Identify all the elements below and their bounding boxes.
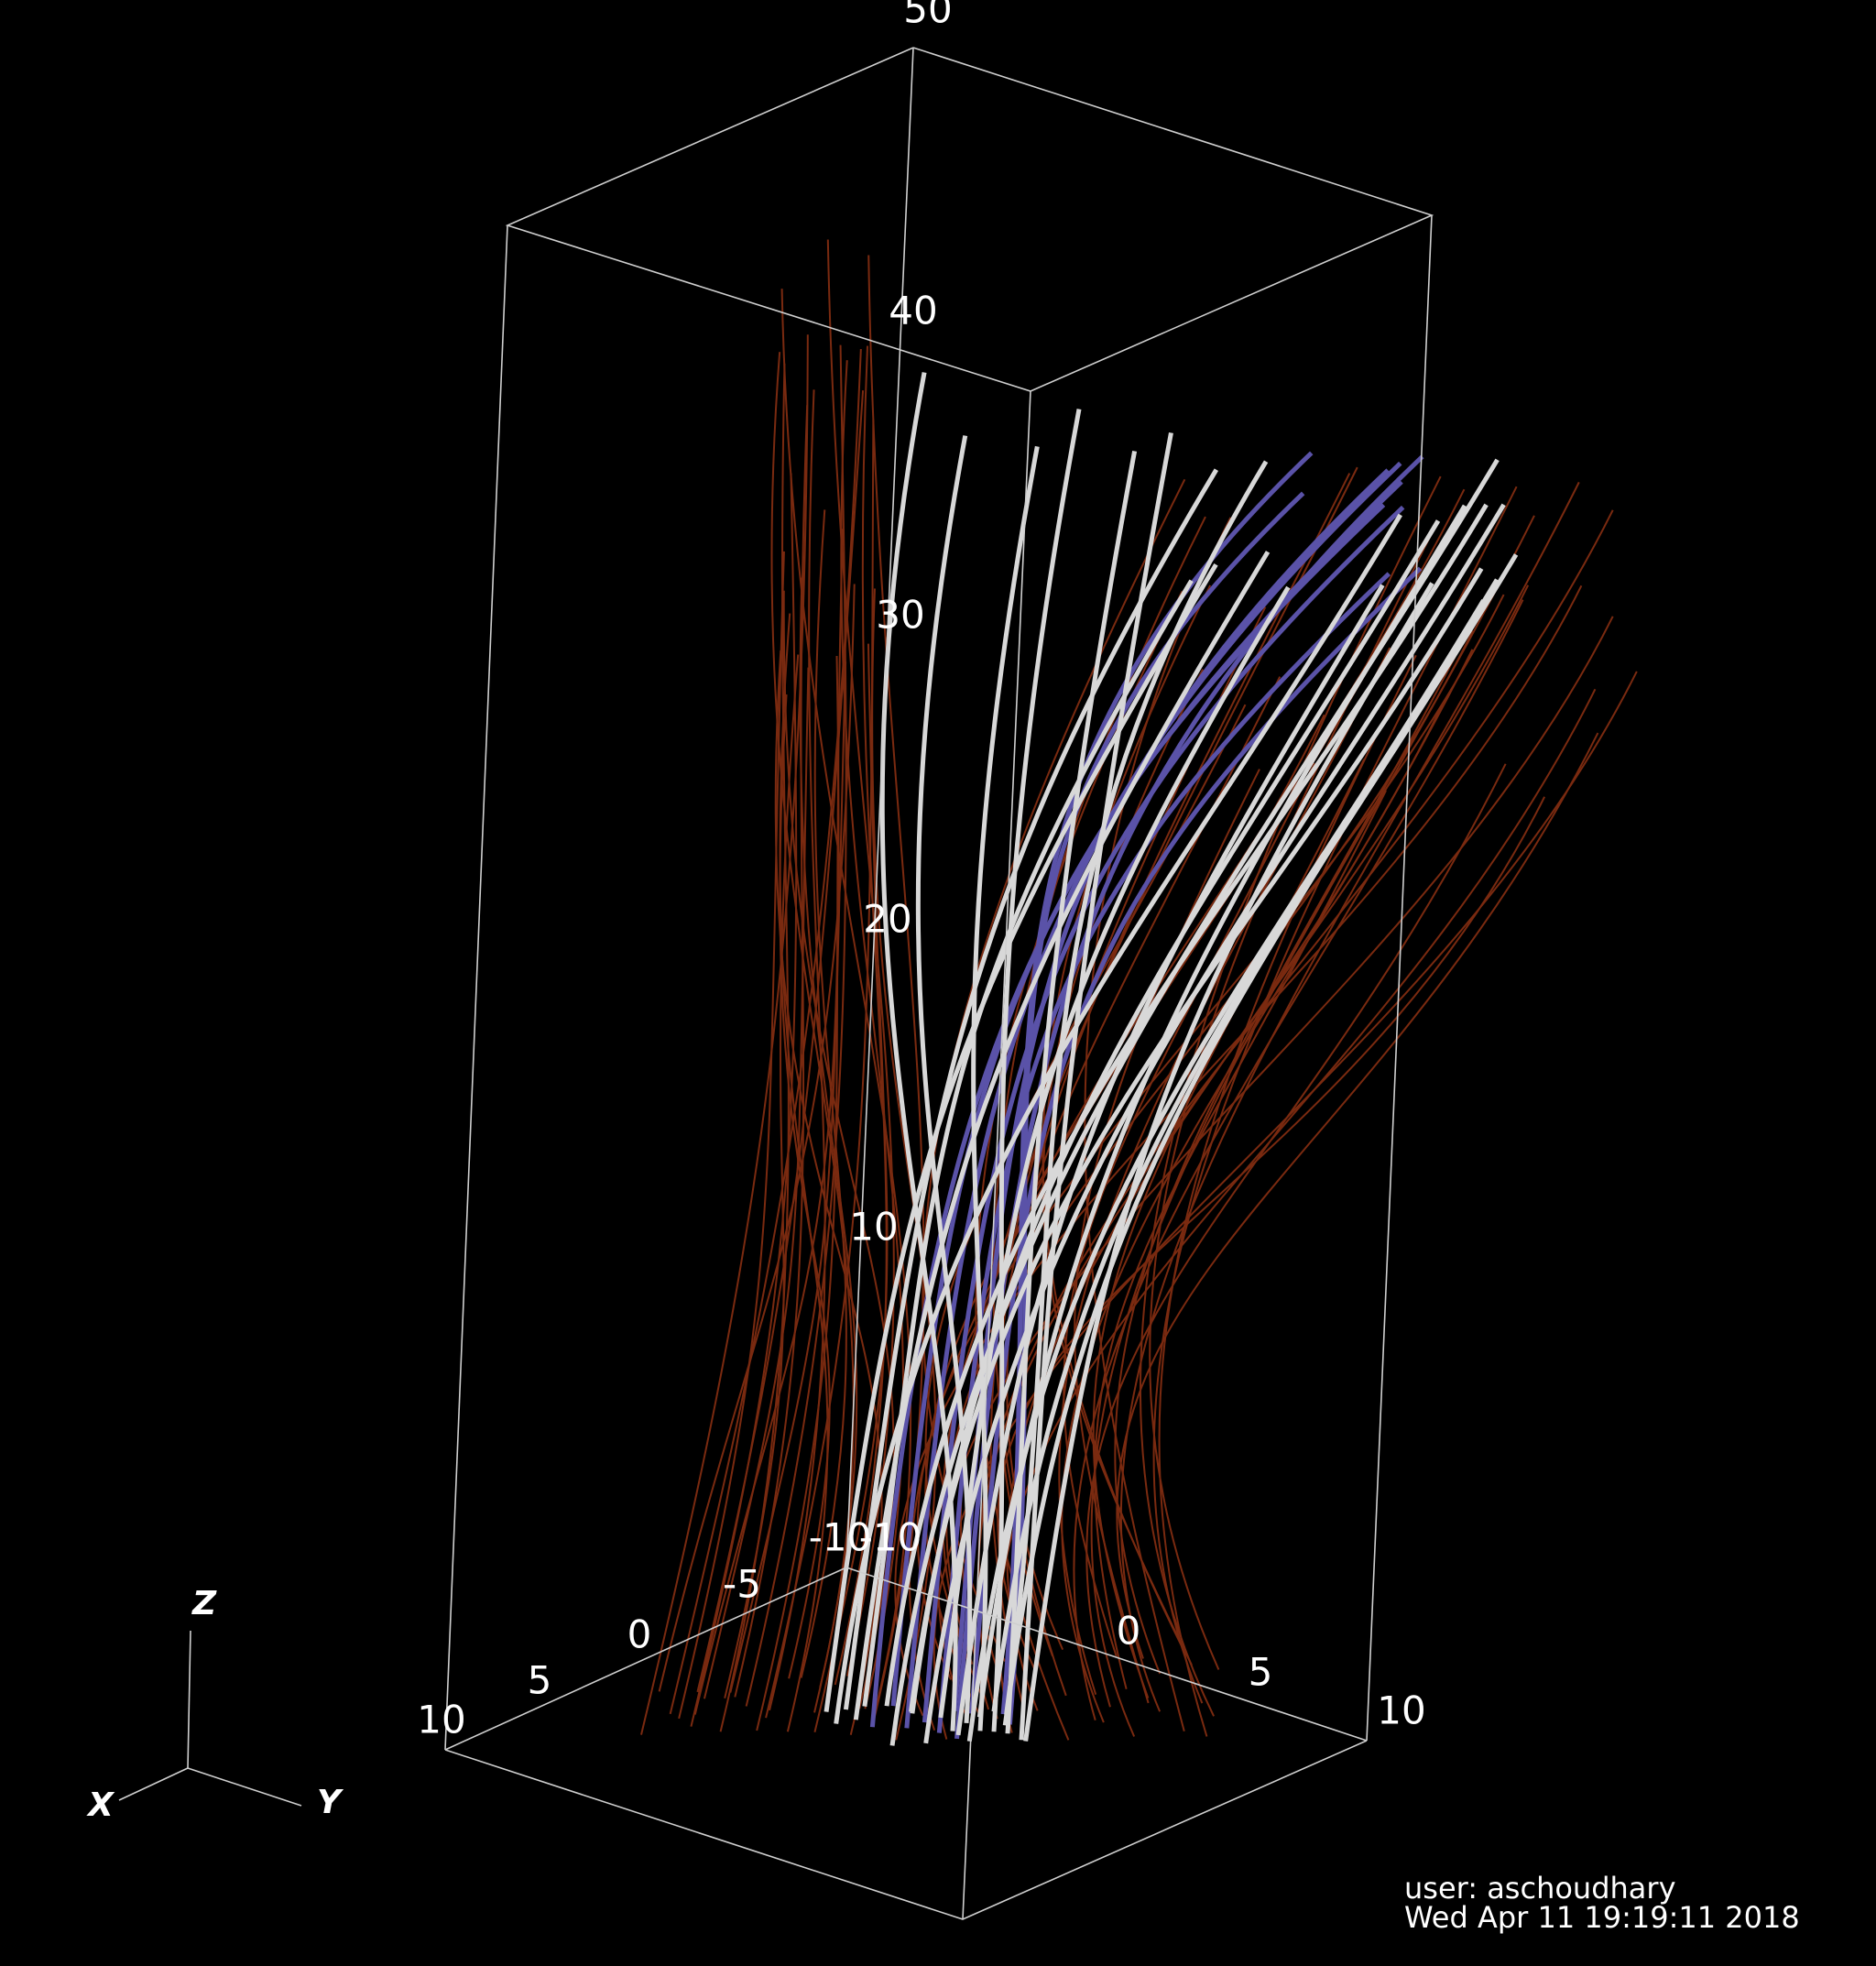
field-line — [780, 289, 912, 1705]
field-line — [976, 504, 1467, 1718]
y-tick-label: -10 — [859, 1515, 922, 1560]
field-line — [1094, 790, 1387, 1690]
triad-label: X — [86, 1786, 115, 1824]
field-line — [862, 579, 1194, 1707]
triad-label: Y — [317, 1784, 344, 1821]
field-line — [734, 405, 809, 1698]
axis-labels: 50 40 30 20 10 10 5 0 -5 -10 -10 0 5 10 — [417, 0, 1425, 1742]
triad-axis — [187, 1630, 191, 1769]
field-line — [703, 667, 810, 1699]
field-line — [834, 345, 888, 1686]
z-tick-label: 10 — [849, 1205, 898, 1250]
z-tick-label: 40 — [889, 289, 937, 333]
field-line — [834, 513, 1402, 1724]
field-line — [991, 409, 1082, 1732]
y-axis — [845, 1567, 1368, 1742]
field-line — [843, 468, 1219, 1710]
field-line — [719, 363, 790, 1732]
field-line — [800, 509, 847, 1678]
y-tick-label: 0 — [1117, 1609, 1141, 1654]
field-line — [1085, 763, 1507, 1708]
x-tick-label: -10 — [809, 1515, 872, 1560]
field-line — [936, 572, 1391, 1733]
y-tick-label: 10 — [1377, 1688, 1425, 1733]
field-line — [756, 529, 844, 1731]
field-line — [1119, 481, 1580, 1712]
box-top — [505, 47, 1434, 392]
field-line — [724, 654, 800, 1698]
field-line — [823, 562, 1218, 1712]
field-line — [770, 352, 855, 1688]
triad-axis — [118, 1767, 189, 1801]
field-line — [879, 372, 958, 1731]
field-line — [1152, 486, 1518, 1704]
field-line — [933, 671, 1638, 1740]
triad: Z X Y — [86, 1585, 344, 1824]
field-line — [840, 360, 904, 1709]
field-line — [745, 344, 847, 1707]
z-tick-label: 20 — [863, 897, 911, 942]
triad-label: Z — [191, 1585, 217, 1622]
field-line — [938, 585, 1291, 1719]
x-tick-label: 10 — [417, 1698, 465, 1742]
field-line — [1063, 762, 1315, 1657]
field-line — [1114, 598, 1486, 1675]
z-axis — [845, 47, 914, 1568]
field-line — [1061, 649, 1474, 1723]
field-line — [1073, 599, 1524, 1721]
field-line — [890, 503, 1386, 1707]
x-axis — [444, 1567, 847, 1751]
box-bottom — [444, 1740, 1368, 1920]
field-line — [1090, 515, 1535, 1737]
box-edge — [1366, 214, 1433, 1742]
x-tick-label: 0 — [627, 1612, 652, 1657]
field-line — [1158, 654, 1417, 1737]
user-label: user: aschoudhary — [1404, 1871, 1676, 1906]
field-line — [1149, 530, 1434, 1670]
triad-axis — [187, 1767, 302, 1807]
field-line — [1004, 460, 1269, 1715]
field-line — [1005, 451, 1138, 1734]
box-edge — [444, 224, 508, 1751]
x-tick-label: 5 — [528, 1658, 552, 1703]
field-lines — [640, 239, 1638, 1746]
field-line — [955, 584, 1385, 1736]
field-line — [1002, 578, 1500, 1726]
field-line — [678, 551, 785, 1720]
field-line — [1023, 582, 1434, 1742]
z-tick-label: 30 — [876, 593, 924, 638]
x-tick-label: -5 — [723, 1562, 761, 1607]
field-line — [669, 348, 862, 1715]
y-tick-label: 5 — [1249, 1650, 1273, 1695]
date-label: Wed Apr 11 19:19:11 2018 — [1404, 1900, 1800, 1935]
box-edge — [962, 390, 1031, 1920]
bounding-box — [444, 47, 1434, 1920]
field-line — [997, 796, 1546, 1671]
field-line — [1116, 732, 1599, 1659]
z-tick-label: 50 — [903, 0, 952, 32]
field-line — [909, 567, 1484, 1712]
field-line — [1084, 517, 1232, 1732]
